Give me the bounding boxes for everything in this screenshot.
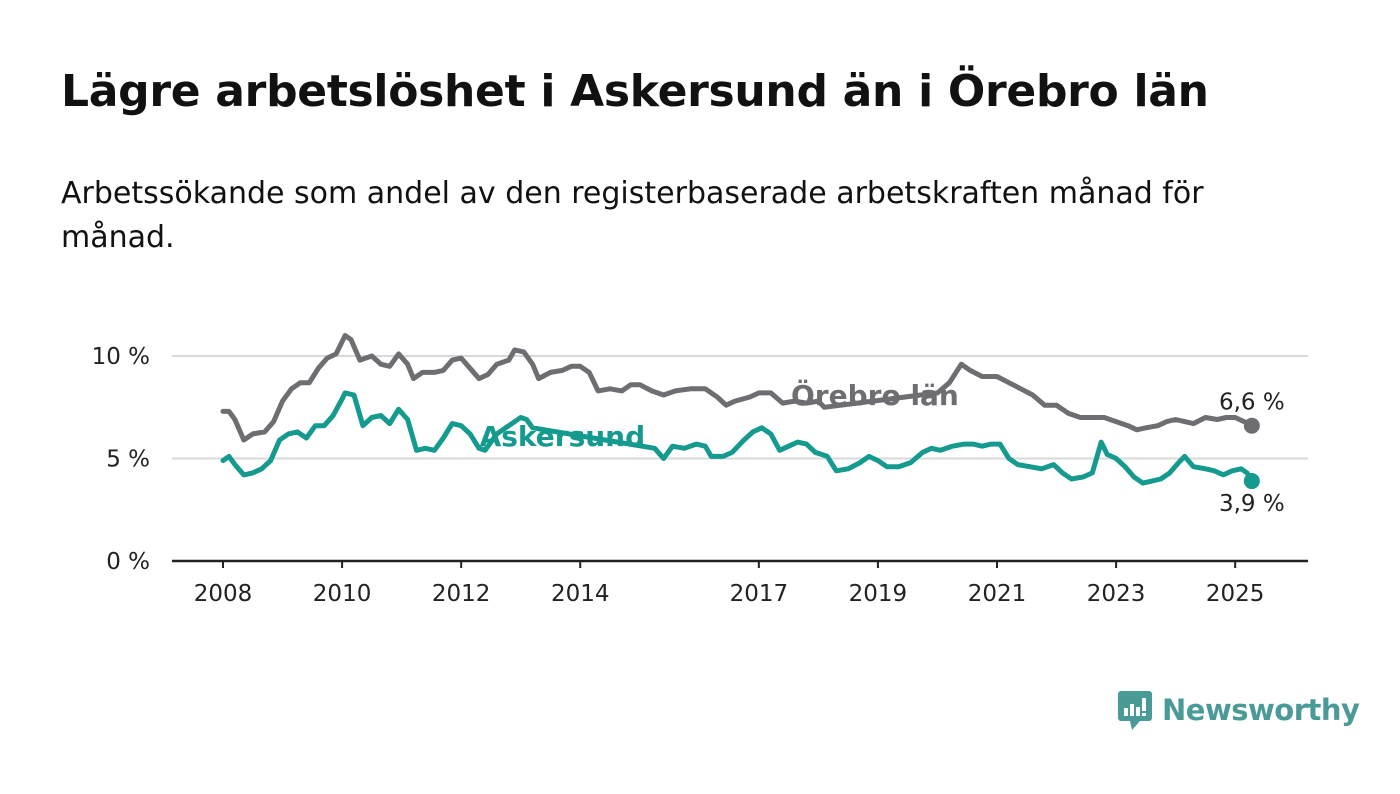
series-end-label-orebro-lan: 6,6 % (1219, 390, 1285, 416)
newsworthy-logo-text: Newsworthy (1162, 693, 1360, 727)
x-tick-label: 2019 (849, 581, 908, 607)
x-tick-label: 2017 (730, 581, 789, 607)
y-axis-ticks: 0 % 5 % 10 % (92, 344, 150, 575)
series-lines (220, 333, 1260, 490)
y-tick-label: 0 % (106, 549, 150, 575)
series-end-point-askersund (1243, 473, 1260, 490)
series-line-orebro-lan (220, 333, 1255, 443)
x-tick-label: 2008 (194, 581, 253, 607)
series-labels: 6,6 % Örebro län 3,9 % Askersund (480, 378, 1285, 517)
newsworthy-logo-icon (1118, 691, 1152, 730)
chart-subtitle: Arbetssökande som andel av den registerb… (61, 176, 1204, 255)
newsworthy-logo: Newsworthy (1116, 688, 1360, 732)
x-tick-label: 2010 (313, 581, 372, 607)
series-end-label-askersund: 3,9 % (1219, 491, 1285, 517)
x-tick-label: 2012 (432, 581, 491, 607)
x-tick-label: 2023 (1087, 581, 1146, 607)
chart-title: Lägre arbetslöshet i Askersund än i Öreb… (61, 66, 1209, 117)
series-name-label-orebro-lan: Örebro län (791, 378, 959, 412)
y-tick-label: 10 % (92, 344, 150, 370)
x-tick-label: 2014 (551, 581, 610, 607)
y-tick-label: 5 % (106, 447, 150, 473)
x-tick-label: 2021 (968, 581, 1027, 607)
series-end-point-orebro-lan (1243, 417, 1260, 434)
series-line-askersund (220, 390, 1255, 486)
x-axis: 2008 2010 2012 2014 2017 2019 2021 2023 2025 (172, 559, 1308, 607)
x-tick-label: 2025 (1206, 581, 1265, 607)
series-name-label-askersund: Askersund (480, 420, 646, 453)
